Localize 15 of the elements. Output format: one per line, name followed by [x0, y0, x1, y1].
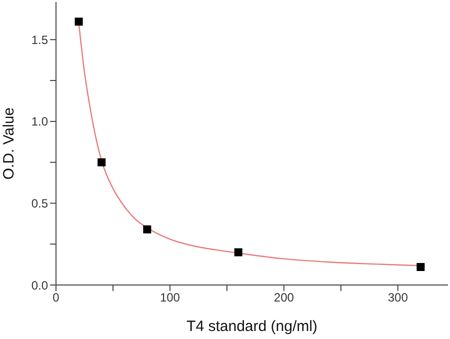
x-axis-title: T4 standard (ng/ml): [186, 318, 318, 335]
point: [416, 263, 425, 272]
point: [143, 225, 152, 234]
point: [74, 18, 83, 26]
point: [234, 248, 242, 256]
x-tick-label: 0: [52, 290, 60, 305]
y-tick-label: 0.0: [31, 278, 48, 292]
y-axis-title: O.D. Value: [0, 107, 18, 180]
y-tick-label: 1.0: [31, 114, 48, 129]
x-tick-label: 200: [274, 290, 294, 305]
x-tick-label: 100: [160, 290, 180, 305]
point: [98, 158, 106, 166]
y-tick-label: 0.5: [31, 196, 48, 210]
y-tick-label: 1.5: [31, 32, 48, 47]
x-tick-label: 300: [388, 290, 408, 305]
